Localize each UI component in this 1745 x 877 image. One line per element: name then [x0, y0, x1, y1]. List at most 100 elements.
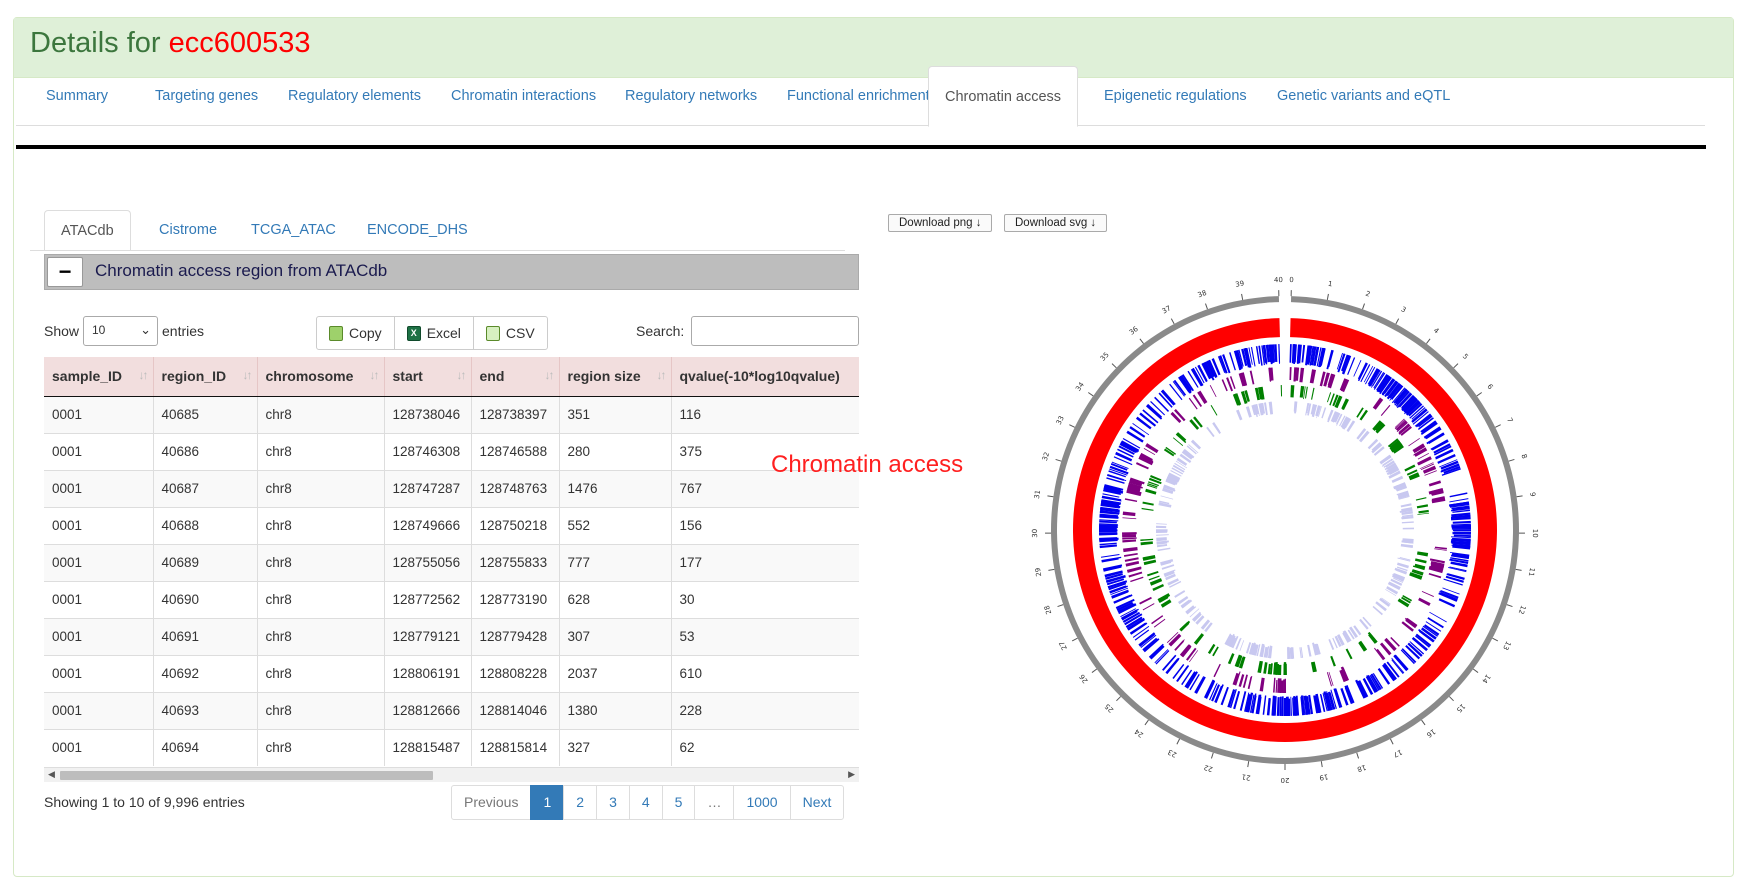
track-atac-peaks-mark — [1194, 676, 1204, 693]
table-cell: 128812666 — [384, 692, 471, 729]
tab-regulatory-networks[interactable]: Regulatory networks — [609, 66, 773, 126]
scrollbar-thumb[interactable] — [60, 771, 433, 780]
page-3-button[interactable]: 3 — [596, 785, 630, 820]
axis-tick-label: 1 — [1327, 280, 1333, 289]
page-1-button[interactable]: 1 — [530, 785, 564, 820]
track-purple-mark — [1126, 561, 1140, 567]
page-1000-button[interactable]: 1000 — [733, 785, 790, 820]
next-page-button[interactable]: Next — [790, 785, 845, 820]
track-purple-mark — [1139, 597, 1152, 605]
scroll-right-icon[interactable]: ▶ — [848, 769, 855, 780]
axis-tick-label: 4 — [1432, 326, 1441, 335]
horizontal-scrollbar[interactable]: ◀ ▶ — [44, 767, 859, 782]
sort-icon[interactable]: ↓↑ — [243, 368, 251, 382]
track-green-mark — [1180, 621, 1191, 631]
track-purple-mark — [1418, 598, 1431, 606]
axis-tick — [1327, 294, 1328, 300]
tab-genetic-variants-eqtl[interactable]: Genetic variants and eQTL — [1261, 66, 1466, 126]
track-atac-peaks-mark — [1278, 344, 1280, 363]
column-header[interactable]: start↓↑ — [384, 357, 471, 396]
table-info: Showing 1 to 10 of 9,996 entries — [44, 794, 245, 810]
sort-icon[interactable]: ↓↑ — [139, 368, 147, 382]
table-cell: 327 — [559, 729, 671, 766]
track-atac-peaks-mark — [1281, 696, 1283, 716]
axis-tick — [1145, 720, 1149, 725]
tab-epigenetic-regulations[interactable]: Epigenetic regulations — [1088, 66, 1263, 126]
page-length-select[interactable]: 10 ⌄ — [83, 316, 158, 346]
page-5-button[interactable]: 5 — [662, 785, 696, 820]
tab-targeting-genes[interactable]: Targeting genes — [139, 66, 274, 126]
track-atac-peaks-mark — [1185, 671, 1196, 687]
collapse-button[interactable]: − — [47, 257, 83, 287]
ecc-ring — [1073, 318, 1497, 742]
track-purple-mark — [1210, 385, 1217, 397]
axis-tick-label: 14 — [1480, 673, 1492, 685]
track-green-mark — [1147, 571, 1159, 576]
track-green-mark — [1194, 633, 1204, 645]
table-cell: 128806191 — [384, 655, 471, 692]
track-purple-mark — [1213, 664, 1220, 677]
download-svg-button[interactable]: Download svg ↓ — [1004, 214, 1107, 232]
table-cell: chr8 — [257, 396, 384, 433]
copy-icon — [329, 326, 343, 341]
column-header[interactable]: end↓↑ — [471, 357, 559, 396]
copy-button[interactable]: Copy — [316, 316, 395, 350]
axis-tick — [1242, 294, 1243, 300]
tab-chromatin-interactions[interactable]: Chromatin interactions — [435, 66, 612, 126]
page-2-button[interactable]: 2 — [563, 785, 597, 820]
track-atac-peaks-mark — [1154, 397, 1169, 412]
download-png-button[interactable]: Download png ↓ — [888, 214, 992, 232]
table-cell: 40686 — [153, 433, 257, 470]
subtab-encode-dhs[interactable]: ENCODE_DHS — [351, 210, 484, 251]
axis-tick — [1495, 425, 1500, 428]
track-lavender-mark — [1236, 410, 1242, 421]
track-purple-mark — [1429, 480, 1441, 486]
subtab-tcga-atac[interactable]: TCGA_ATAC — [235, 210, 352, 251]
column-header[interactable]: region_ID↓↑ — [153, 357, 257, 396]
subtab-atacdb[interactable]: ATACdb — [44, 210, 131, 251]
track-lavender-mark — [1212, 422, 1221, 434]
csv-button[interactable]: CSV — [473, 316, 548, 350]
axis-tick-label: 37 — [1161, 304, 1173, 315]
page-4-button[interactable]: 4 — [629, 785, 663, 820]
axis-tick-label: 16 — [1424, 727, 1436, 739]
axis-tick-label: 25 — [1103, 702, 1115, 714]
scroll-left-icon[interactable]: ◀ — [48, 769, 55, 780]
axis-tick-label: 24 — [1133, 727, 1145, 739]
table-cell: 40691 — [153, 618, 257, 655]
excel-button[interactable]: Excel — [394, 316, 474, 350]
search-label: Search: — [636, 323, 684, 339]
column-header[interactable]: qvalue(-10*log10qvalue)↓↑ — [671, 357, 859, 396]
axis-tick-label: 33 — [1055, 415, 1066, 427]
sort-icon[interactable]: ↓↑ — [657, 368, 665, 382]
axis-tick-label: 38 — [1197, 289, 1208, 300]
search-input[interactable] — [691, 316, 859, 346]
tab-regulatory-elements[interactable]: Regulatory elements — [272, 66, 437, 126]
track-green-mark — [1145, 489, 1156, 495]
column-header[interactable]: chromosome↓↑ — [257, 357, 384, 396]
sort-icon[interactable]: ↓↑ — [545, 368, 553, 382]
axis-tick-label: 3 — [1400, 305, 1408, 314]
sort-icon[interactable]: ↓↑ — [370, 368, 378, 382]
column-header[interactable]: region size↓↑ — [559, 357, 671, 396]
axis-tick — [1493, 638, 1498, 641]
tab-functional-enrichment[interactable]: Functional enrichment — [771, 66, 946, 126]
section-divider — [16, 145, 1706, 149]
track-purple-mark — [1124, 553, 1138, 557]
track-lavender-mark — [1401, 544, 1413, 548]
table-cell: 40690 — [153, 581, 257, 618]
tab-chromatin-access[interactable]: Chromatin access — [928, 66, 1078, 127]
track-purple-mark — [1123, 511, 1136, 516]
tab-summary[interactable]: Summary — [30, 66, 124, 126]
axis-tick — [1048, 569, 1054, 570]
track-purple-mark — [1277, 678, 1281, 693]
column-header[interactable]: sample_ID↓↑ — [44, 357, 153, 396]
axis-tick-label: 5 — [1461, 352, 1470, 361]
previous-page-button[interactable]: Previous — [451, 785, 531, 820]
axis-tick — [1072, 638, 1077, 641]
subtab-cistrome[interactable]: Cistrome — [143, 210, 233, 251]
table-cell: chr8 — [257, 544, 384, 581]
sort-icon[interactable]: ↓↑ — [457, 368, 465, 382]
axis-tick — [1473, 669, 1478, 673]
